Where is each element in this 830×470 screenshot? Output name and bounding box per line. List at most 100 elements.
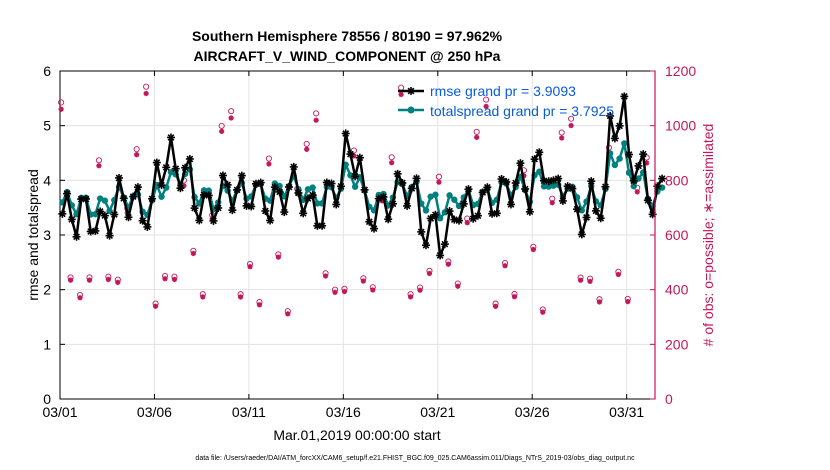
rmse-point xyxy=(318,221,327,230)
rmse-point xyxy=(58,209,67,218)
star-stroke xyxy=(460,200,468,208)
left-y-axis-label: rmse and totalspread xyxy=(25,169,41,301)
obs-possible-point xyxy=(473,128,480,135)
rmse-point xyxy=(152,158,161,167)
rmse-point xyxy=(336,182,345,191)
x-tick-label: 03/31 xyxy=(609,404,644,420)
star-stroke xyxy=(323,273,328,279)
obs-assimilated-point xyxy=(577,277,584,283)
star-stroke xyxy=(96,208,104,215)
rmse-point xyxy=(233,185,242,194)
obs-assimilated-point xyxy=(228,115,234,121)
totalspread-point xyxy=(441,209,449,216)
totalspread-point xyxy=(540,183,548,190)
star-stroke xyxy=(299,209,307,217)
star-stroke xyxy=(92,227,99,235)
star-stroke xyxy=(238,294,243,300)
star-stroke xyxy=(625,151,633,158)
star-stroke xyxy=(559,197,567,205)
right-y-tick-label: 1200 xyxy=(665,63,696,79)
rmse-point xyxy=(256,178,265,187)
star-stroke xyxy=(554,175,562,183)
star-stroke xyxy=(568,185,576,192)
star-stroke xyxy=(351,172,359,180)
rmse-point xyxy=(634,161,643,170)
star-stroke xyxy=(275,254,281,260)
star-stroke xyxy=(210,217,217,225)
legend-rmse-star xyxy=(407,87,415,95)
obs-assimilated-point xyxy=(67,277,74,283)
right-y-tick-label: 600 xyxy=(665,227,689,243)
star-stroke xyxy=(625,299,631,305)
rmse-point xyxy=(341,129,350,138)
obs-possible-point xyxy=(568,115,575,122)
star-stroke xyxy=(498,175,505,183)
obs-possible-point xyxy=(483,96,490,103)
star-stroke xyxy=(228,206,236,214)
obs-possible-point xyxy=(218,122,225,129)
obs-possible-point xyxy=(435,173,442,180)
star-stroke xyxy=(512,179,520,187)
rmse-point xyxy=(247,202,256,211)
legend: rmse grand pr = 3.9093 totalspread grand… xyxy=(398,83,614,119)
star-stroke xyxy=(535,148,543,156)
obs-assimilated-point xyxy=(407,294,414,300)
totalspread-point xyxy=(630,182,637,190)
x-tick-label: 03/16 xyxy=(326,404,361,420)
rmse-point xyxy=(365,217,374,226)
star-stroke xyxy=(101,212,109,220)
rmse-point xyxy=(204,191,213,200)
star-stroke xyxy=(450,216,458,223)
star-stroke xyxy=(214,204,222,212)
rmse-point xyxy=(355,153,364,162)
star-stroke xyxy=(158,181,165,189)
obs-assimilated-point xyxy=(417,287,423,293)
star-stroke xyxy=(540,309,546,315)
obs-possible-point xyxy=(558,129,565,136)
rmse-point xyxy=(100,211,109,220)
star-stroke xyxy=(398,179,406,187)
star-stroke xyxy=(380,193,387,201)
obs-assimilated-point xyxy=(96,163,102,169)
rmse-point xyxy=(601,182,610,191)
rmse-point xyxy=(582,213,591,222)
star-stroke xyxy=(177,184,184,192)
rmse-point xyxy=(299,209,308,218)
rmse-point xyxy=(639,150,648,159)
star-stroke xyxy=(153,303,158,309)
star-stroke xyxy=(526,208,534,216)
star-stroke xyxy=(413,174,420,182)
rmse-point xyxy=(133,183,142,192)
right-y-axis-ticks: 0 200 400 600 800 1000 1200 xyxy=(650,63,696,407)
obs-assimilated-point xyxy=(615,271,621,278)
rmse-point xyxy=(483,183,492,192)
x-tick-label: 03/06 xyxy=(137,404,172,420)
star-stroke xyxy=(247,203,255,210)
obs-possible-point xyxy=(133,146,140,153)
star-stroke xyxy=(502,263,508,269)
star-stroke xyxy=(549,200,555,206)
obs-assimilated-point xyxy=(285,311,291,317)
legend-rmse-label: rmse grand pr = 3.9093 xyxy=(430,83,576,99)
star-stroke xyxy=(63,190,71,198)
star-stroke xyxy=(224,181,232,189)
star-stroke xyxy=(143,223,151,231)
star-stroke xyxy=(644,196,652,204)
rmse-point xyxy=(615,121,624,130)
star-stroke xyxy=(257,302,262,308)
rmse-point xyxy=(218,171,227,180)
left-y-tick-label: 3 xyxy=(43,227,51,243)
star-stroke xyxy=(493,209,501,217)
star-stroke xyxy=(280,208,288,216)
star-stroke xyxy=(446,207,453,215)
rmse-point xyxy=(388,199,397,208)
rmse-point xyxy=(587,177,596,186)
star-stroke xyxy=(360,278,366,284)
obs-possible-point xyxy=(350,147,357,154)
rmse-point xyxy=(379,192,388,201)
star-stroke xyxy=(186,155,194,163)
rmse-point xyxy=(431,210,440,219)
x-tick-label: 03/11 xyxy=(232,404,266,420)
totalspread-point xyxy=(200,187,208,194)
star-stroke xyxy=(479,189,487,196)
